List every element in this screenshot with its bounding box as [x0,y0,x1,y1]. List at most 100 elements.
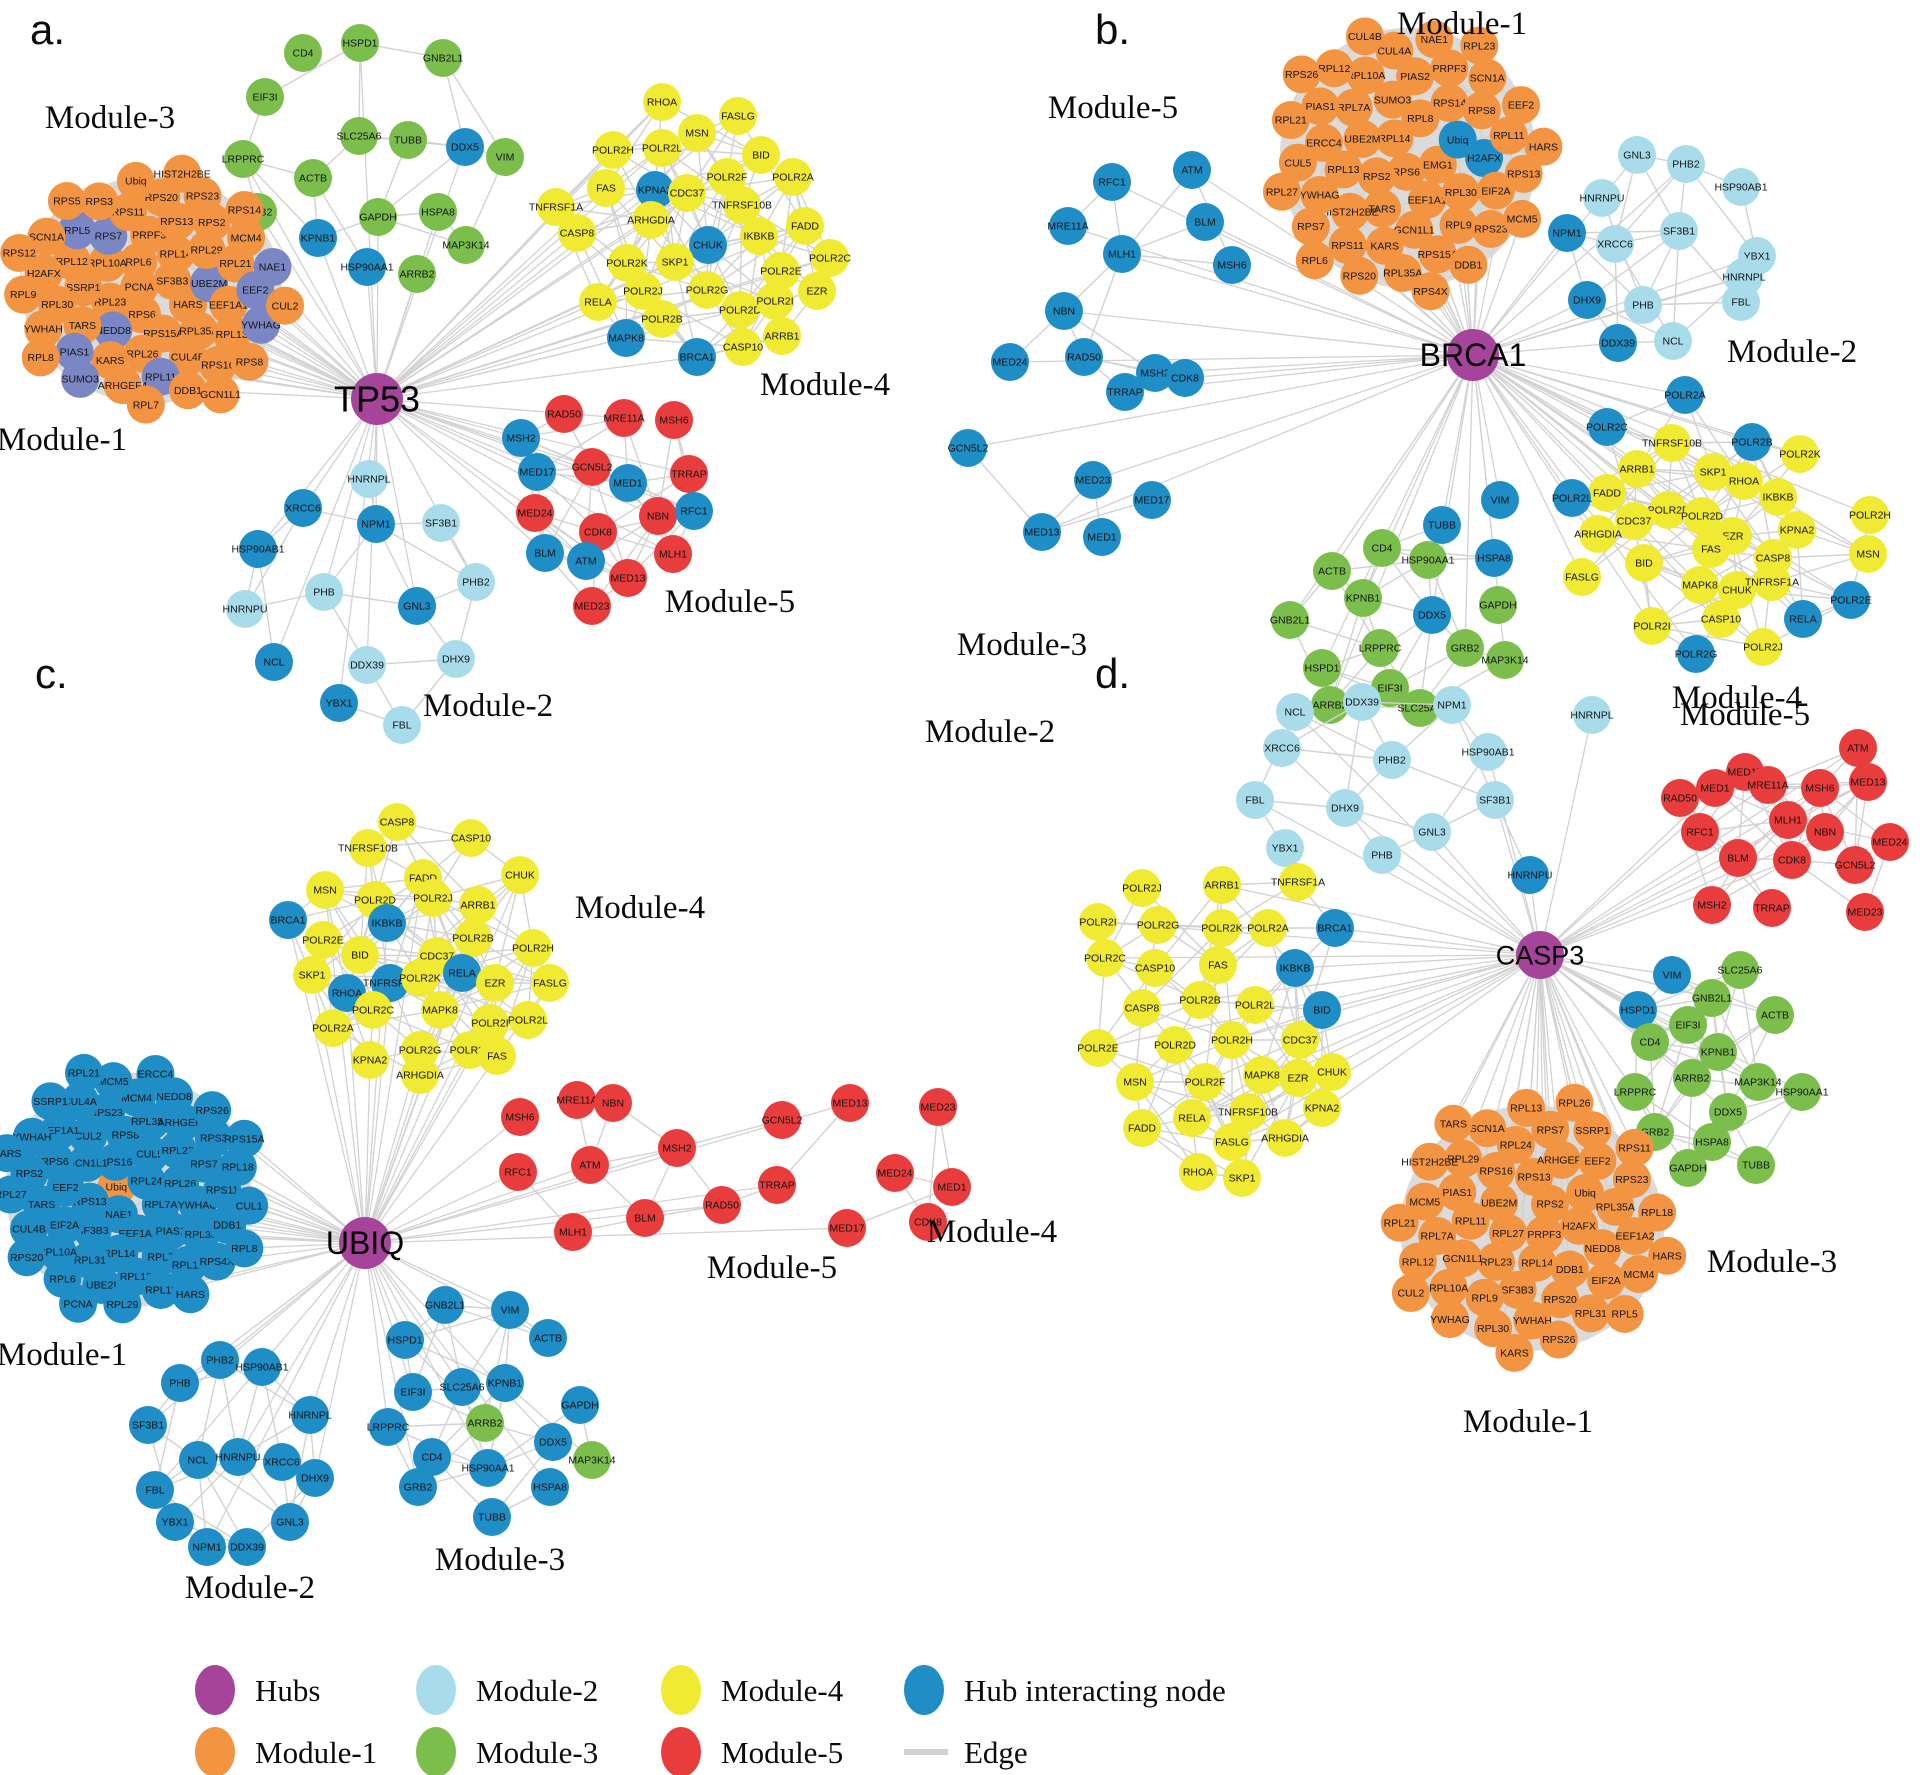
network-node-RPS11 [1328,226,1367,265]
node-label-DDX5: DDX5 [451,142,479,154]
node-label-ARRB1: ARRB1 [460,900,495,912]
network-node-CDC37 [1615,502,1653,540]
node-label-RELA: RELA [448,968,475,980]
node-label-HSP90AB1: HSP90AB1 [235,1362,288,1374]
network-node-MSN [678,114,716,152]
network-node-ERCC4 [1304,123,1343,162]
node-label-TNFRSF10B: TNFRSF10B [1218,1107,1278,1119]
node-label-POLR2E: POLR2E [760,266,801,278]
network-node-YBX1 [320,684,358,722]
network-node-RPS6 [1387,152,1426,191]
node-label-PRPF3: PRPF3 [1432,63,1466,75]
node-label-RPL21: RPL21 [1275,115,1307,127]
hub-edge [376,398,418,607]
node-label-RPL11: RPL11 [1493,130,1524,142]
module-label-c-Module-5: Module-5 [707,1250,837,1286]
node-label-CDC37: CDC37 [1617,516,1652,528]
network-node-RPL12 [1398,1242,1437,1281]
node-label-ARHGDIA: ARHGDIA [1574,529,1622,541]
network-node-CDC37 [668,174,706,212]
network-node-POLR2L [643,129,681,167]
network-node-RPL29 [103,1285,142,1324]
network-node-CASP10 [1702,600,1740,638]
network-node-GRB2 [1446,629,1484,667]
node-label-MED23: MED23 [1847,907,1882,919]
node-label-RPS13: RPS13 [1507,169,1540,181]
legend-item-module-2: Module-2 [416,1665,598,1715]
node-label-UBE2I: UBE2I [86,1280,116,1292]
node-label-UBE2M: UBE2M [1481,1197,1517,1209]
node-label-H2AFX: H2AFX [1467,153,1501,165]
node-label-HNRNPU: HNRNPU [1508,870,1553,882]
node-label-RPL35A: RPL35A [131,1116,170,1128]
node-label-RPL14: RPL14 [1521,1257,1553,1269]
node-label-EEF2: EEF2 [242,285,268,297]
hub-edge [1334,927,1541,956]
node-label-POLR2C: POLR2C [809,253,851,265]
network-node-GRB2 [399,1468,437,1506]
node-label-YBX1: YBX1 [326,698,353,710]
hub-edge [364,982,391,1244]
network-node-SUMO3 [61,359,100,398]
network-node-KPNB1 [486,1364,524,1402]
module-label-a-Module-3: Module-3 [45,100,175,136]
node-label-DDX5: DDX5 [539,1437,567,1449]
network-node-ERCC4 [136,1054,175,1093]
node-label-HNRNPU: HNRNPU [216,1452,261,1464]
network-node-SF3B3 [1498,1270,1537,1309]
network-node-POLR2C [354,991,392,1029]
node-label-CASP8: CASP8 [1756,553,1791,565]
network-node-HARS [1524,127,1563,166]
legend: Hubs Module-1 Module-2 Module-3 Module-4 Modu… [195,1665,1226,1775]
network-node-XRCC6 [263,1443,301,1481]
node-label-HSPD1: HSPD1 [1620,1005,1655,1017]
node-label-EEF1A1: EEF1A1 [209,299,248,311]
hub-edge [1452,954,1541,1125]
network-node-CASP8 [558,214,596,252]
network-node-RPL11 [141,1271,180,1310]
node-label-YWHAH: YWHAH [1513,1315,1552,1327]
node-label-FADD: FADD [791,221,819,233]
node-label-MSH6: MSH6 [505,1112,534,1124]
network-node-DDX5 [1413,596,1451,634]
network-node-ACTB [1313,552,1351,590]
network-node-DDB1 [1449,245,1488,284]
node-label-MRE11A: MRE11A [1047,221,1088,233]
hub-edge [364,874,521,1244]
node-label-EIF3I: EIF3I [252,92,277,104]
node-label-TNFRSF10B: TNFRSF10B [1642,438,1702,450]
hub-edge [364,1242,414,1393]
node-label-CHUK: CHUK [505,870,535,882]
network-node-FADD [786,207,824,245]
node-label-PHB: PHB [313,587,335,599]
network-node-SLC25A6 [443,1368,481,1406]
node-label-SKP1: SKP1 [1700,467,1727,479]
network-node-POLR2A [774,158,812,196]
node-label-EZR: EZR [1288,1073,1309,1085]
node-label-NPM1: NPM1 [361,519,390,531]
network-node-FASLG [719,97,757,135]
hub-edge [364,1055,498,1244]
network-node-MED17 [1133,481,1171,519]
node-label-POLR2D: POLR2D [1681,511,1723,523]
network-node-HARS [1648,1236,1687,1275]
network-node-MSN [306,871,344,909]
node-label-PRPF3: PRPF3 [132,229,166,241]
node-label-POLR2F: POLR2F [707,172,748,184]
network-node-EZR [1279,1059,1317,1097]
network-node-POLR2J [414,879,452,917]
network-node-LRPPRC [1361,629,1399,667]
node-label-RPS2: RPS2 [1363,171,1391,183]
network-node-MAP3K14 [1739,1063,1777,1101]
node-label-GRB2: GRB2 [1451,643,1480,655]
node-label-ATM: ATM [1847,743,1868,755]
node-label-IKBKB: IKBKB [744,231,775,243]
node-label-RPL30: RPL30 [1477,1323,1509,1335]
node-label-TRRAP: TRRAP [759,1180,795,1192]
network-node-POLR2I [1079,903,1117,941]
network-node-RELA [579,283,617,321]
network-node-RPL13 [1507,1088,1546,1127]
hub-edge [1184,354,1474,379]
network-node-NAE1 [1415,20,1454,59]
hub-edge [364,1116,521,1244]
